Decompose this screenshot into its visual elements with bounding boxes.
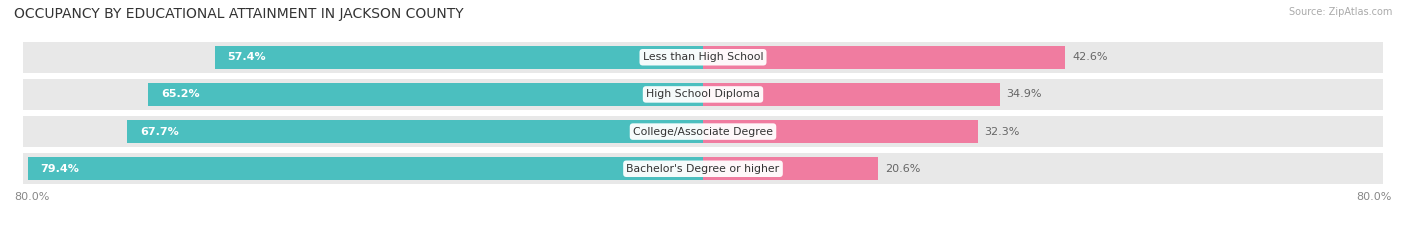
Text: 57.4%: 57.4%	[228, 52, 266, 62]
Text: 42.6%: 42.6%	[1073, 52, 1108, 62]
Text: 80.0%: 80.0%	[14, 192, 49, 202]
Bar	[28, 157, 703, 180]
Bar	[703, 46, 1066, 69]
Text: 20.6%: 20.6%	[884, 164, 921, 174]
Bar	[149, 83, 703, 106]
Text: 79.4%: 79.4%	[41, 164, 79, 174]
Bar	[22, 79, 1384, 110]
Text: Less than High School: Less than High School	[643, 52, 763, 62]
Text: 67.7%: 67.7%	[141, 127, 179, 137]
Bar	[22, 42, 1384, 73]
Bar	[127, 120, 703, 143]
Bar	[22, 116, 1384, 147]
Text: 65.2%: 65.2%	[162, 89, 200, 99]
Bar	[215, 46, 703, 69]
Bar	[703, 157, 879, 180]
Text: Source: ZipAtlas.com: Source: ZipAtlas.com	[1288, 7, 1392, 17]
Text: High School Diploma: High School Diploma	[647, 89, 759, 99]
Text: Bachelor's Degree or higher: Bachelor's Degree or higher	[627, 164, 779, 174]
Text: OCCUPANCY BY EDUCATIONAL ATTAINMENT IN JACKSON COUNTY: OCCUPANCY BY EDUCATIONAL ATTAINMENT IN J…	[14, 7, 464, 21]
Text: College/Associate Degree: College/Associate Degree	[633, 127, 773, 137]
Bar	[22, 153, 1384, 184]
Text: 32.3%: 32.3%	[984, 127, 1019, 137]
Text: 34.9%: 34.9%	[1007, 89, 1042, 99]
Text: 80.0%: 80.0%	[1357, 192, 1392, 202]
Bar	[703, 120, 977, 143]
Bar	[703, 83, 1000, 106]
